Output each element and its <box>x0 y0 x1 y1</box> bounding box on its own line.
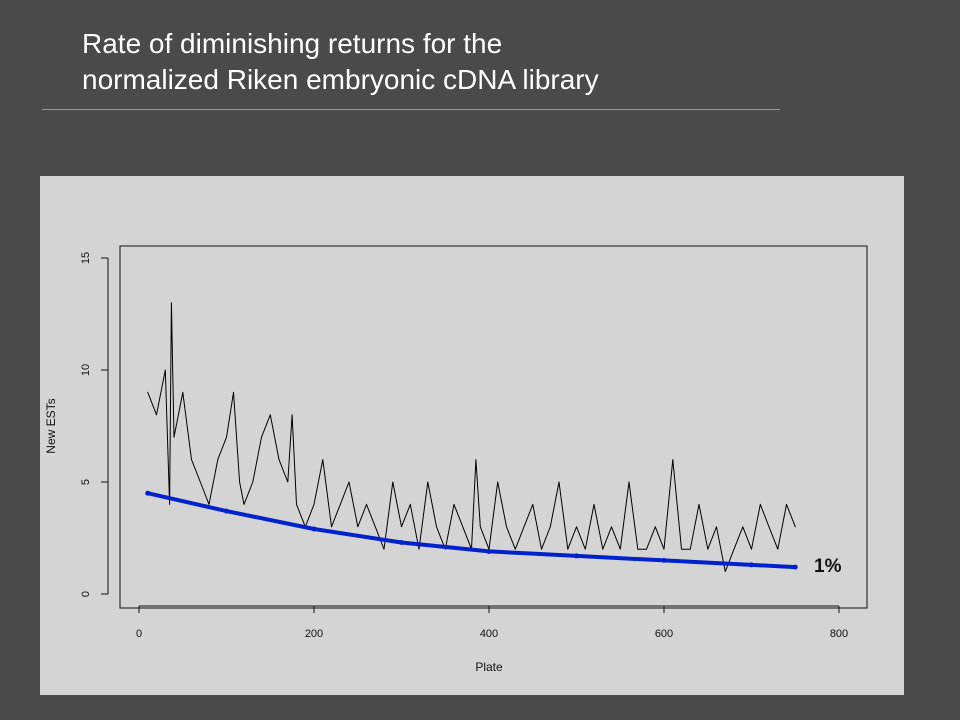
slide-title: Rate of diminishing returns for the norm… <box>82 26 599 98</box>
x-tick-label: 0 <box>136 628 142 640</box>
annotation-1pct: 1% <box>814 556 842 577</box>
plot-frame <box>119 245 868 609</box>
trend-point <box>399 539 404 545</box>
series-group <box>145 302 798 573</box>
y-tick-label: 5 <box>80 479 92 485</box>
y-tick-label: 0 <box>80 591 92 597</box>
trend-point <box>145 490 151 496</box>
trend-point <box>574 553 579 559</box>
y-tick-label: 15 <box>80 252 92 264</box>
title-divider <box>42 109 780 110</box>
x-axis-label: Plate <box>475 660 503 674</box>
y-tick-label: 10 <box>80 364 92 376</box>
trend-point <box>224 508 229 514</box>
series-new-ests-line <box>147 302 796 573</box>
slide-title-line1: Rate of diminishing returns for the <box>82 28 503 59</box>
trend-point <box>661 557 667 563</box>
x-tick-label: 600 <box>655 628 673 640</box>
trend-point <box>311 526 317 532</box>
x-tick-label: 400 <box>480 628 498 640</box>
x-tick-label: 200 <box>305 628 323 640</box>
x-tick-label: 800 <box>830 628 848 640</box>
slide-title-line2: normalized Riken embryonic cDNA library <box>82 64 599 95</box>
trend-point <box>486 548 492 554</box>
series-trend-line <box>145 491 798 570</box>
axes: 0 200 400 600 800 0 5 10 15 <box>80 252 848 640</box>
y-axis-label: New ESTs <box>44 398 58 453</box>
trend-point <box>792 564 798 570</box>
trend-point <box>749 562 754 568</box>
